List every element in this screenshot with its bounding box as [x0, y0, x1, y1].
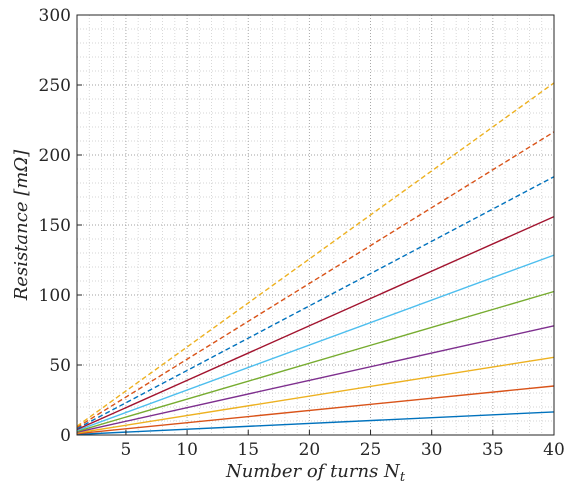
x-axis-label-main: Number of turns N [225, 461, 401, 482]
y-tick-label: 300 [39, 6, 71, 26]
y-tick-label: 50 [49, 356, 71, 376]
y-axis-label: Resistance [mΩ] [11, 149, 32, 301]
series-line-9 [76, 131, 555, 428]
x-axis-label: Number of turns Nt [225, 461, 406, 485]
x-tick-label: 40 [543, 440, 565, 460]
series-lines [76, 82, 555, 436]
tick-labels: 5 10 15 20 25 30 35 40 0 50 100 150 200 250 300 [39, 6, 565, 460]
x-axis-label-subscript: t [400, 470, 406, 485]
y-tick-label: 200 [39, 146, 71, 166]
major-grid [77, 15, 554, 435]
series-line-4 [76, 325, 555, 433]
x-tick-label: 20 [299, 440, 321, 460]
y-tick-label: 0 [60, 426, 71, 446]
series-line-2 [76, 385, 555, 435]
y-tick-label: 250 [39, 76, 71, 96]
x-tick-label: 35 [482, 440, 504, 460]
series-line-8 [76, 176, 555, 430]
x-tick-label: 5 [121, 440, 132, 460]
series-line-5 [76, 290, 555, 433]
x-tick-label: 25 [360, 440, 382, 460]
series-line-6 [76, 254, 555, 432]
series-line-3 [76, 356, 555, 434]
x-tick-label: 10 [176, 440, 198, 460]
x-tick-label: 30 [421, 440, 443, 460]
y-tick-label: 150 [39, 216, 71, 236]
x-tick-label: 15 [237, 440, 259, 460]
series-line-1 [76, 411, 555, 436]
y-tick-label: 100 [39, 286, 71, 306]
series-line-7 [76, 215, 555, 431]
series-line-10 [76, 82, 555, 427]
axis-ticks [77, 14, 555, 436]
